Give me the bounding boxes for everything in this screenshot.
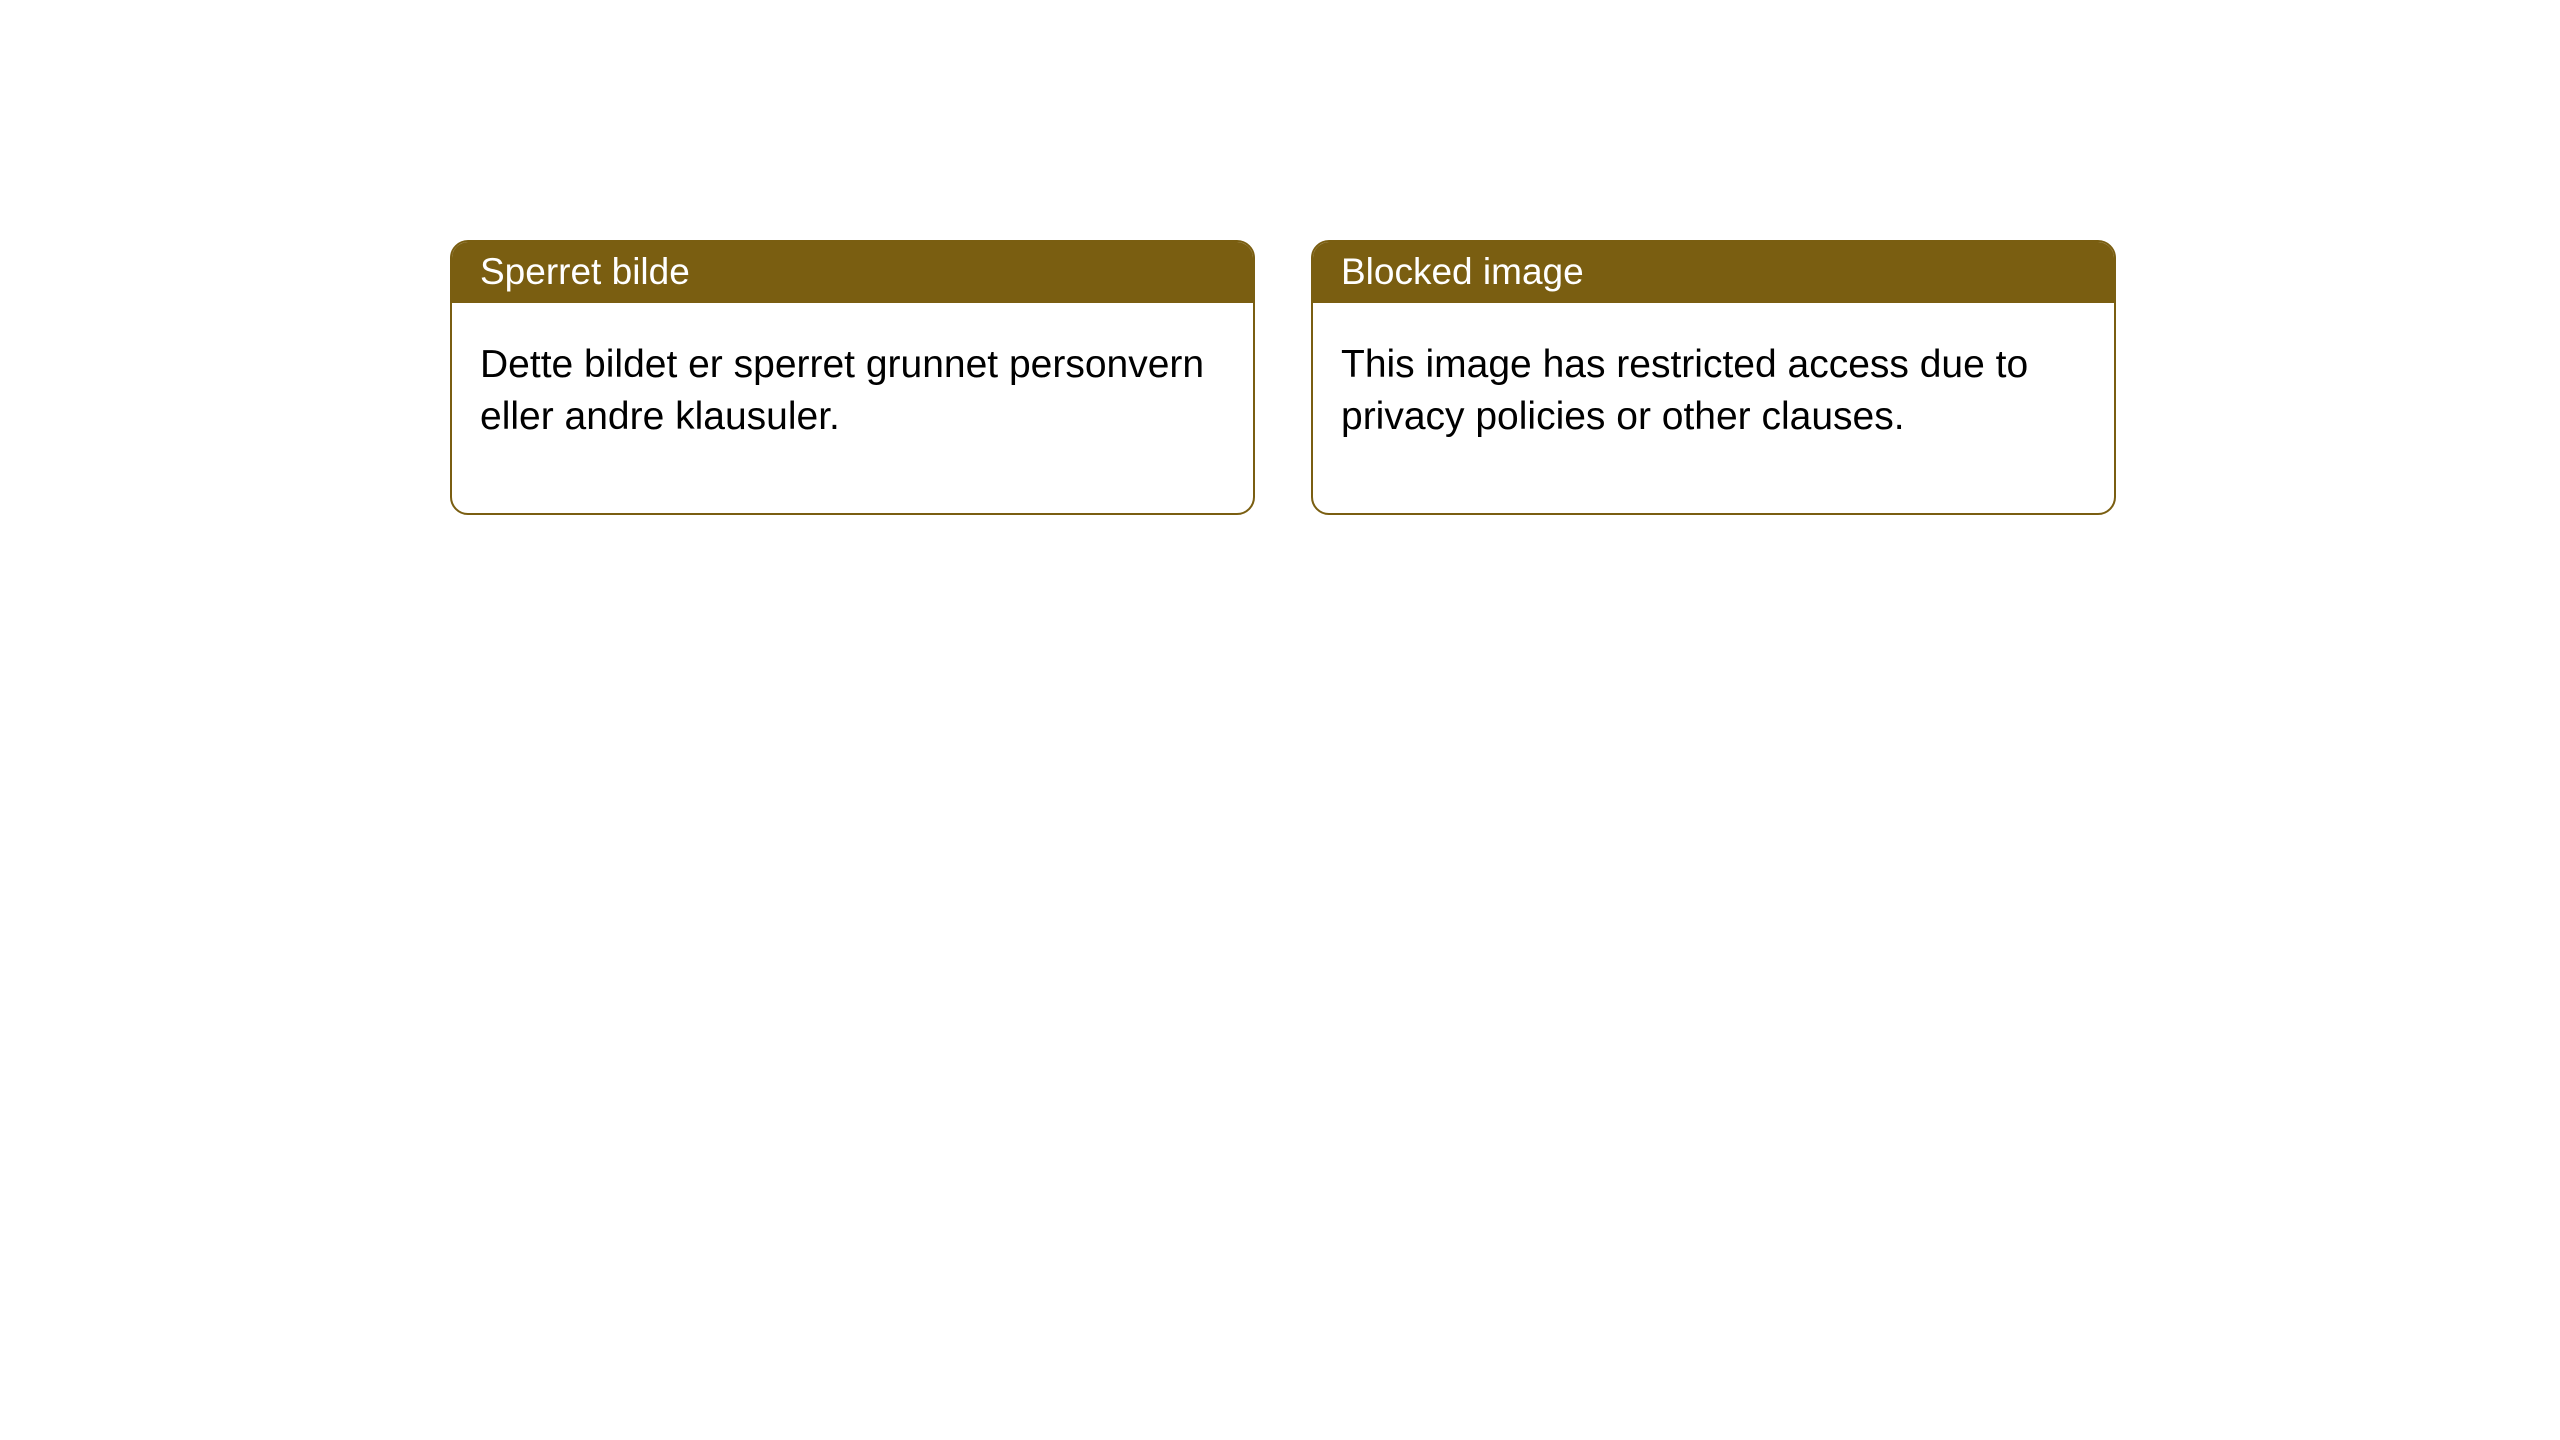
notice-card-norwegian: Sperret bilde Dette bildet er sperret gr… [450, 240, 1255, 515]
notice-card-english: Blocked image This image has restricted … [1311, 240, 2116, 515]
notice-header: Blocked image [1313, 242, 2114, 303]
notice-body: This image has restricted access due to … [1313, 303, 2114, 513]
notice-container: Sperret bilde Dette bildet er sperret gr… [0, 0, 2560, 515]
notice-header: Sperret bilde [452, 242, 1253, 303]
notice-body: Dette bildet er sperret grunnet personve… [452, 303, 1253, 513]
